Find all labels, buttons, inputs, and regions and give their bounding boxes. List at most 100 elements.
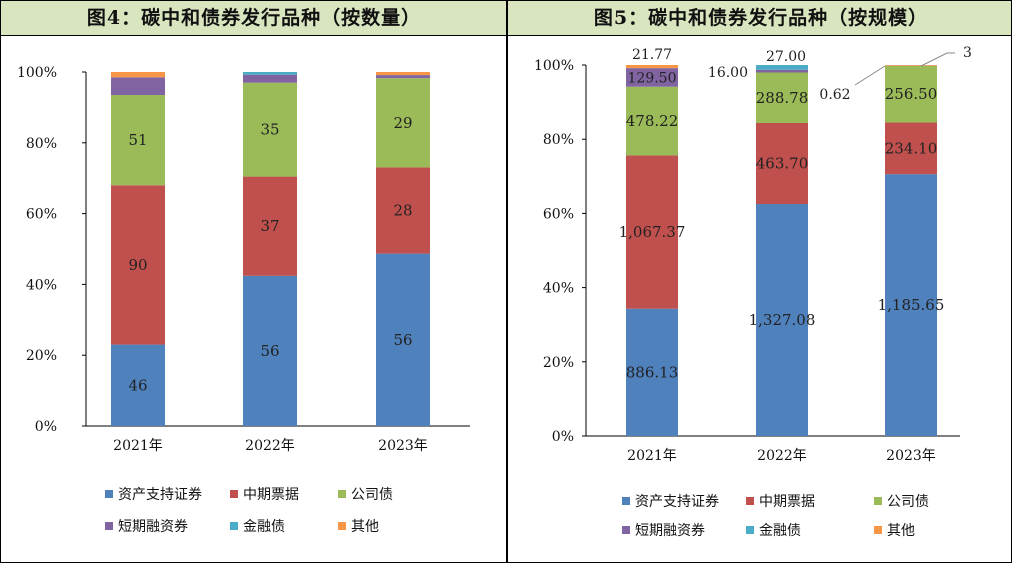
legend-label: 中期票据 [243, 487, 299, 503]
bar-series-3-1 [756, 69, 808, 73]
bar-series-2-0 [626, 86, 678, 156]
y-tick-label: 40% [543, 281, 574, 297]
legend-swatch [622, 526, 630, 534]
bar-series-0-2 [885, 174, 937, 437]
legend-swatch [874, 526, 882, 534]
y-tick-label: 0% [35, 419, 57, 435]
bar-series-2-1 [756, 72, 808, 123]
legend-label: 资产支持证券 [635, 494, 719, 510]
legend-item: 公司债 [874, 491, 929, 511]
chart-title-left: 图4：碳中和债券发行品种（按数量） [86, 7, 422, 29]
bar-series-5-2 [376, 72, 430, 76]
y-tick-label: 80% [26, 136, 57, 152]
y-tick-label: 0% [552, 429, 574, 445]
legend-swatch [105, 522, 113, 530]
bar-series-0-1 [243, 275, 297, 426]
legend-label: 金融债 [243, 519, 285, 535]
x-tick-label: 2021年 [627, 448, 677, 464]
x-tick-label: 2021年 [113, 438, 163, 454]
legend-label: 其他 [887, 523, 915, 539]
x-tick-label: 2022年 [245, 438, 295, 454]
data-label: 1,185.65 [878, 296, 945, 314]
legend-item: 其他 [338, 516, 379, 536]
legend-swatch [746, 497, 754, 505]
y-tick-label: 60% [26, 207, 57, 223]
bar-series-0-1 [756, 204, 808, 436]
data-label: 46 [128, 376, 147, 394]
bar-series-1-1 [243, 176, 297, 276]
legend-label: 公司债 [351, 487, 393, 503]
legend-swatch [105, 490, 113, 498]
data-label: 37 [260, 217, 279, 235]
y-tick-label: 20% [543, 355, 574, 371]
data-label: 129.50 [628, 70, 677, 86]
bar-series-0-2 [376, 253, 430, 426]
data-label: 463.70 [756, 155, 809, 173]
data-label: 886.13 [626, 363, 679, 381]
bar-series-3-1 [243, 74, 297, 83]
legend-swatch [338, 490, 346, 498]
data-label: 256.50 [885, 85, 938, 103]
chart-title-right: 图5：碳中和债券发行品种（按规模） [593, 7, 929, 29]
leader-line [920, 52, 955, 67]
legend-label: 公司债 [887, 494, 929, 510]
bar-series-1-2 [885, 122, 937, 175]
legend-swatch [746, 526, 754, 534]
legend-label: 短期融资券 [635, 523, 705, 539]
data-label: 234.10 [885, 139, 938, 157]
legend-item: 公司债 [338, 484, 393, 504]
legend-item: 金融债 [746, 520, 801, 540]
bar-series-2-0 [111, 95, 165, 186]
bar-series-0-0 [111, 344, 165, 426]
legend-swatch [338, 522, 346, 530]
legend-item: 中期票据 [230, 484, 299, 504]
y-tick-label: 100% [534, 58, 574, 74]
data-label: 56 [393, 331, 412, 349]
data-label: 35 [260, 121, 279, 139]
legend-item: 中期票据 [746, 491, 815, 511]
data-label: 27.00 [766, 49, 806, 65]
bar-series-5-0 [111, 72, 165, 78]
y-tick-label: 20% [26, 348, 57, 364]
bar-series-3-0 [626, 68, 678, 87]
data-label: 21.77 [632, 47, 672, 63]
legend-swatch [622, 497, 630, 505]
bar-series-3-0 [111, 77, 165, 96]
legend-item: 金融债 [230, 516, 285, 536]
y-tick-label: 40% [26, 277, 57, 293]
legend-swatch [230, 490, 238, 498]
bar-series-1-0 [111, 185, 165, 345]
bar-series-1-1 [756, 122, 808, 205]
bar-series-1-0 [626, 155, 678, 309]
x-tick-label: 2023年 [886, 448, 936, 464]
y-tick-label: 80% [543, 132, 574, 148]
bar-series-5-2 [885, 65, 937, 66]
panel-divider [506, 0, 508, 563]
bar-series-5-0 [626, 65, 678, 69]
chart-scale: 0% 20% 40% 60% 80% 100% 2021年 2022年 2023年 886.13 1… [534, 45, 972, 464]
bar-series-0-0 [626, 308, 678, 436]
chart-count: 0% 20% 40% 60% 80% 100% 2021年 2022年 2023年 46 56 56 9… [17, 65, 470, 454]
legend-label: 金融债 [759, 523, 801, 539]
data-label: 1,067.37 [619, 223, 686, 241]
y-tick-label: 100% [17, 65, 57, 81]
legend-label: 短期融资券 [118, 519, 188, 535]
x-tick-label: 2022年 [757, 448, 807, 464]
bar-series-3-2 [376, 75, 430, 79]
legend-swatch [230, 522, 238, 530]
legend-label: 其他 [351, 519, 379, 535]
data-label: 478.22 [626, 112, 679, 130]
leader-line [854, 65, 886, 86]
legend-label: 中期票据 [759, 494, 815, 510]
data-label: 51 [128, 131, 147, 149]
data-label: 1,327.08 [749, 311, 816, 329]
legend-item: 资产支持证券 [105, 484, 202, 504]
legend-item: 其他 [874, 520, 915, 540]
bar-series-2-2 [376, 78, 430, 168]
data-label: 28 [393, 202, 412, 220]
y-tick-label: 60% [543, 206, 574, 222]
data-label: 90 [128, 256, 147, 274]
legend-item: 资产支持证券 [622, 491, 719, 511]
x-tick-label: 2023年 [378, 438, 428, 454]
legend-item: 短期融资券 [105, 516, 188, 536]
